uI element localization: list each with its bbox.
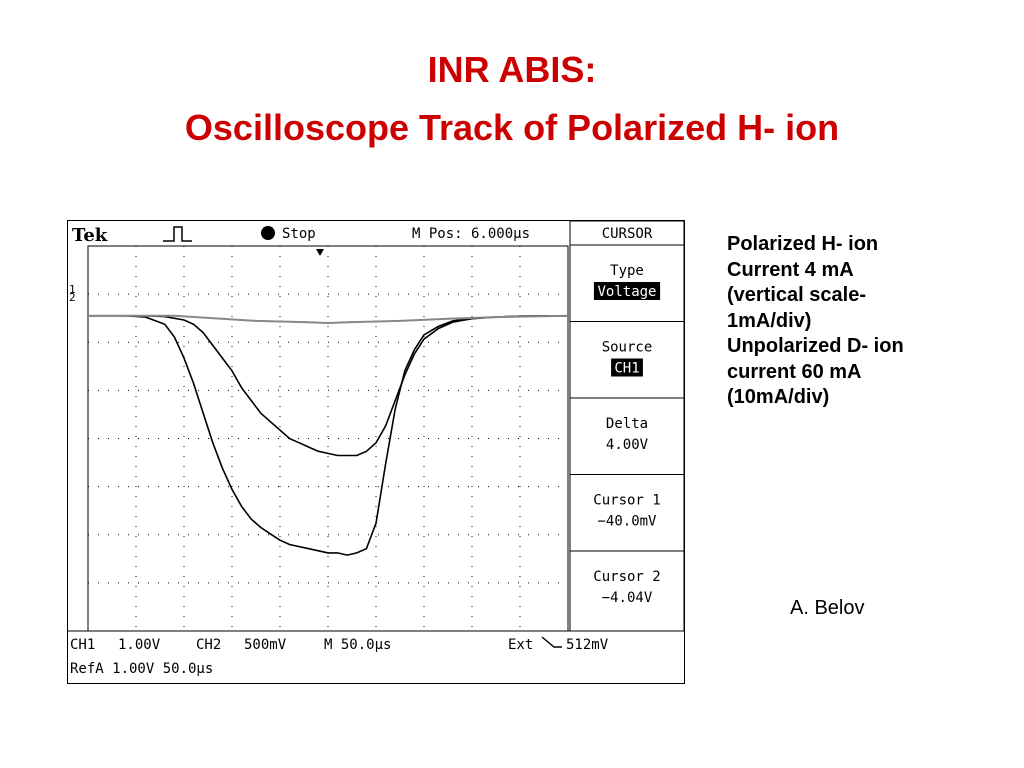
acquire-pulse-icon — [163, 226, 192, 242]
ch2-scale: 500mV — [244, 637, 287, 653]
menu-item-value[interactable]: −40.0mV — [597, 514, 657, 530]
description-line: Current 4 mA — [727, 258, 854, 281]
description-line: 1mA/div) — [727, 309, 812, 332]
menu-item-value[interactable]: 4.00V — [606, 437, 649, 453]
ch1-scale: 1.00V — [118, 637, 161, 653]
ch2-ground-marker: 2 — [69, 291, 76, 304]
menu-title: CURSOR — [602, 226, 653, 242]
ch2-label: CH2 — [196, 637, 221, 653]
waveform-traces — [88, 314, 569, 556]
author-name: A. Belov — [790, 597, 865, 619]
menu-item-value[interactable]: Voltage — [597, 284, 656, 300]
graticule-grid — [88, 246, 568, 631]
description-line: Unpolarized D- ion — [727, 335, 904, 357]
slide-title-line-2: Oscilloscope Track of Polarized H- ion — [184, 107, 840, 148]
timebase: M 50.0µs — [324, 637, 391, 653]
oscilloscope-display: Tek Stop M Pos: 6.000µs 1 2 CURSOR Type V… — [68, 221, 684, 677]
trigger-position-icon — [316, 249, 324, 256]
description-line: (vertical scale- — [727, 284, 866, 306]
ch1-label: CH1 — [70, 637, 95, 653]
menu-item-value[interactable]: −4.04V — [602, 590, 653, 606]
menu-item-label: Type — [610, 263, 644, 279]
tek-logo: Tek — [72, 225, 108, 246]
ref-a-settings: RefA 1.00V 50.0µs — [70, 661, 213, 677]
horizontal-position: M Pos: 6.000µs — [412, 226, 530, 242]
description-line: (10mA/div) — [727, 386, 830, 408]
menu-item-label: Source — [602, 340, 653, 356]
trace-series-2 — [88, 315, 569, 556]
trigger-source: Ext — [508, 637, 533, 653]
ch1-ground-marker: 1 — [69, 283, 76, 296]
acquisition-status: Stop — [282, 226, 316, 242]
description-line: Polarized H- ion — [727, 233, 879, 255]
menu-item-label: Cursor 2 — [593, 569, 660, 585]
trace-series-1 — [88, 315, 569, 457]
menu-value-highlight — [611, 358, 643, 377]
slide-title-line-1: INR ABIS: — [427, 49, 597, 90]
description-line: current 60 mA — [727, 360, 862, 383]
trigger-level: 512mV — [566, 637, 609, 653]
description-text: Polarized H- ion Current 4 mA (vertical … — [727, 232, 997, 411]
menu-item-label: Delta — [606, 416, 648, 432]
menu-item-label: Cursor 1 — [593, 493, 660, 509]
trace-series-3 — [88, 314, 569, 325]
oscilloscope-screen: Tek Stop M Pos: 6.000µs 1 2 CURSOR Type V… — [67, 220, 685, 684]
stop-indicator-icon — [261, 226, 275, 240]
cursor-menu: CURSOR Type Voltage Source CH1 Delta 4.00V Cur… — [569, 221, 684, 632]
menu-item-value[interactable]: CH1 — [614, 361, 639, 377]
falling-edge-icon — [541, 636, 562, 648]
menu-value-highlight — [593, 282, 661, 300]
